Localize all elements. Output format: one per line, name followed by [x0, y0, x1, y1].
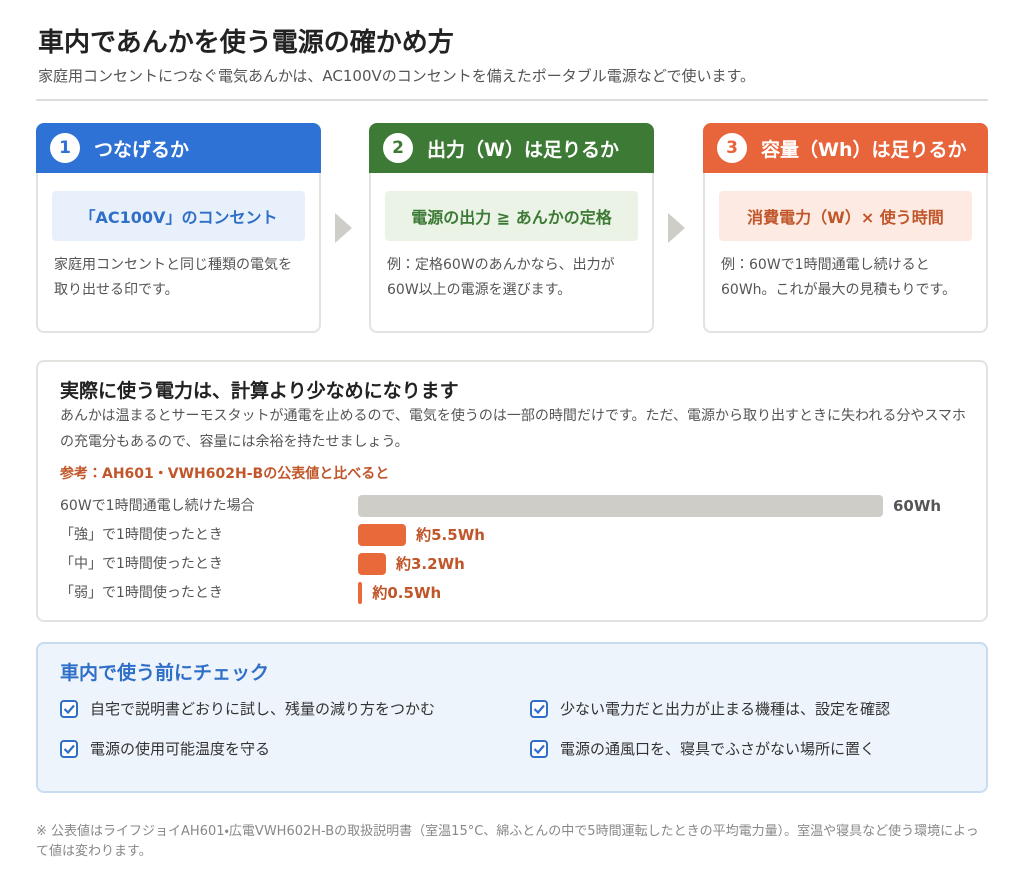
check-icon	[60, 740, 78, 758]
step-header: 1 つなげるか	[36, 123, 321, 173]
footnote: ※ 公表値はライフジョイAH601・広電VWH602H-Bの取扱説明書（室温15…	[36, 824, 979, 859]
step-text: 家庭用コンセントと同じ種類の電気を取り出せる印です。	[54, 257, 292, 298]
check-icon	[530, 740, 548, 758]
step-number: 1	[50, 133, 80, 163]
step-number: 2	[383, 133, 413, 163]
step-card: 3 容量（Wh）は足りるか消費電力（W）× 使う時間例：60Wで1時間通電し続ける…	[703, 123, 988, 333]
arrow	[668, 213, 685, 243]
checkbox	[530, 700, 548, 718]
step-card: 1 つなげるか「AC100V」のコンセント家庭用コンセントと同じ種類の電気を取り出…	[36, 123, 321, 333]
checkbox	[60, 700, 78, 718]
note-text: あんかは温まるとサーモスタットが通電を止めるので、電気を使うのは一部の時間だけで…	[60, 408, 966, 450]
reference: 参考：AH601・VWH602H-Bの公表値と比べると	[60, 466, 390, 482]
checklist-title: 車内で使う前にチェック	[60, 662, 270, 684]
note-card: 実際に使う電力は、計算より少なめになります あんかは温まるとサーモスタットが通電…	[36, 360, 988, 622]
bar	[358, 553, 386, 575]
check-item: 電源の使用可能温度を守る	[90, 740, 271, 758]
bar	[358, 582, 363, 604]
checklist-card: 車内で使う前にチェック 自宅で説明書どおりに試し、残量の減り方をつかむ 少ない電力…	[36, 642, 988, 793]
subtitle: 家庭用コンセントにつなぐ電気あんかは、AC100Vのコンセントを備えたポータブル…	[38, 67, 755, 85]
note-title: 実際に使う電力は、計算より少なめになります	[60, 380, 459, 402]
divider	[36, 99, 988, 101]
step-title: 出力（W）は足りるか	[427, 138, 619, 161]
bar-label: 「弱」で1時間使ったとき	[60, 585, 223, 601]
bar-label: 「強」で1時間使ったとき	[60, 527, 223, 543]
bar	[358, 495, 883, 517]
step-title: 容量（Wh）は足りるか	[761, 138, 967, 161]
value-label: 約3.2Wh	[396, 555, 465, 573]
step-highlight: 消費電力（W）× 使う時間	[719, 191, 972, 241]
step-header: 2 出力（W）は足りるか	[369, 123, 654, 173]
step-number: 3	[717, 133, 747, 163]
check-icon	[530, 700, 548, 718]
step-highlight: 電源の出力 ≧ あんかの定格	[385, 191, 638, 241]
check-item: 自宅で説明書どおりに試し、残量の減り方をつかむ	[90, 700, 436, 718]
step-title: つなげるか	[94, 138, 190, 161]
check-icon	[60, 700, 78, 718]
checkbox	[60, 740, 78, 758]
step-card: 2 出力（W）は足りるか電源の出力 ≧ あんかの定格例：定格60Wのあんかなら、出…	[369, 123, 654, 333]
bar-label: 「中」で1時間使ったとき	[60, 556, 223, 572]
value-label: 約5.5Wh	[416, 526, 485, 544]
step-header: 3 容量（Wh）は足りるか	[703, 123, 988, 173]
step-text: 例：定格60Wのあんかなら、出力が60W以上の電源を選びます。	[387, 257, 615, 298]
check-item: 電源の通風口を、寝具でふさがない場所に置く	[560, 740, 876, 758]
step-highlight: 「AC100V」のコンセント	[52, 191, 305, 241]
checkbox	[530, 740, 548, 758]
step-text: 例：60Wで1時間通電し続けると60Wh。これが最大の見積もりです。	[721, 257, 957, 298]
bar	[358, 524, 407, 546]
value-label: 約0.5Wh	[372, 584, 442, 602]
title: 車内であんかを使う電源の確かめ方	[38, 28, 454, 58]
check-item: 少ない電力だと出力が止まる機種は、設定を確認	[560, 700, 891, 718]
bar-label: 60Wで1時間通電し続けた場合	[60, 498, 255, 514]
arrow	[335, 213, 352, 243]
value-label: 60Wh	[893, 497, 942, 515]
